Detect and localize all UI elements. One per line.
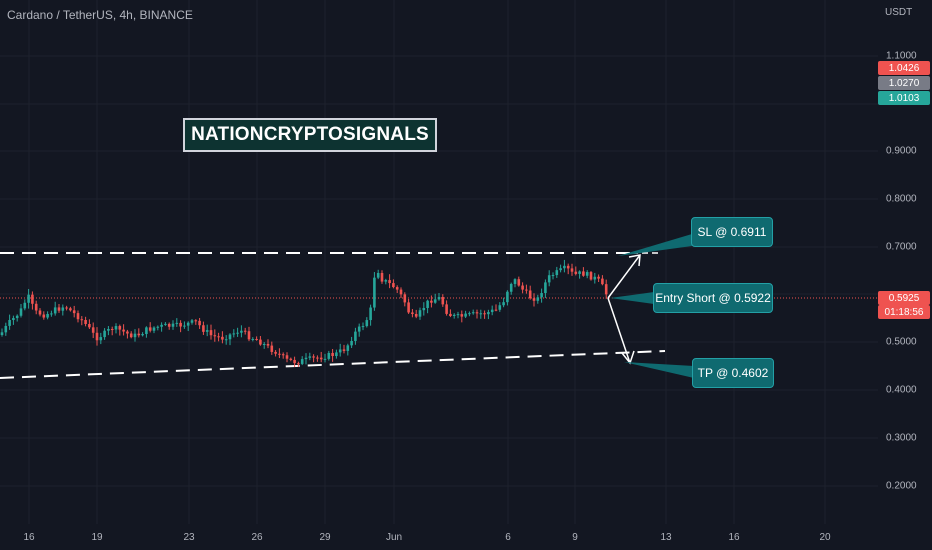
x-tick-label: 19 xyxy=(91,532,103,543)
currency-label: USDT xyxy=(885,7,913,18)
x-tick-label: 23 xyxy=(183,532,195,543)
x-tick-label: 6 xyxy=(505,532,511,543)
entry-callout-pointer xyxy=(610,292,654,304)
sl-callout[interactable]: SL @ 0.6911 xyxy=(691,217,773,247)
candlestick-series xyxy=(0,259,608,367)
price-badge-mid: 1.0270 xyxy=(878,76,930,90)
y-tick-label: 0.9000 xyxy=(886,145,917,157)
sl-callout-pointer xyxy=(618,234,692,256)
y-tick-label: 0.2000 xyxy=(886,480,917,492)
current-price-badge: 0.5925 xyxy=(878,291,930,305)
x-tick-label: 29 xyxy=(319,532,331,543)
watermark-label: NATIONCRYPTOSIGNALS xyxy=(183,118,437,152)
x-tick-label: 20 xyxy=(819,532,831,543)
x-tick-label: 16 xyxy=(728,532,740,543)
projection-arrows xyxy=(607,254,641,365)
y-tick-label: 0.4000 xyxy=(886,384,917,396)
y-tick-label: 0.8000 xyxy=(886,193,917,205)
price-badge-high: 1.0426 xyxy=(878,61,930,75)
y-tick-label: 1.1000 xyxy=(886,50,917,62)
entry-callout[interactable]: Entry Short @ 0.5922 xyxy=(653,283,773,313)
x-tick-label: Jun xyxy=(385,532,403,543)
price-badge-low: 1.0103 xyxy=(878,91,930,105)
support-line[interactable] xyxy=(0,350,666,379)
x-tick-label: 9 xyxy=(572,532,578,543)
x-tick-label: 26 xyxy=(251,532,263,543)
y-tick-label: 0.5000 xyxy=(886,336,917,348)
x-tick-label: 16 xyxy=(23,532,35,543)
y-tick-label: 0.7000 xyxy=(886,241,917,253)
candle-countdown-badge: 01:18:56 xyxy=(878,305,930,319)
x-tick-label: 13 xyxy=(660,532,672,543)
y-tick-label: 0.3000 xyxy=(886,432,917,444)
tp-callout[interactable]: TP @ 0.4602 xyxy=(692,358,774,388)
tp-callout-pointer xyxy=(624,362,694,378)
ticker-title: Cardano / TetherUS, 4h, BINANCE xyxy=(7,8,193,22)
